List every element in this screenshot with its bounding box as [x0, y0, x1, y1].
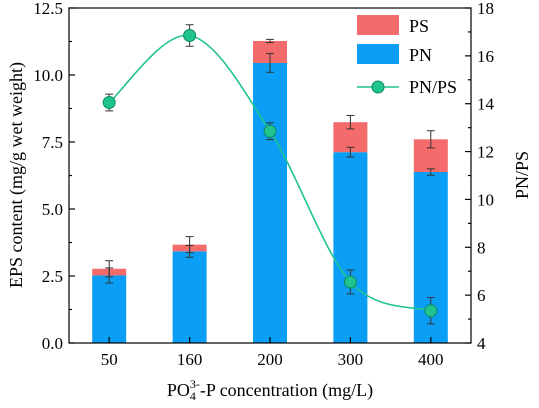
y-tick-label-10.0: 10.0: [33, 66, 63, 85]
x-axis-title-main: PO: [167, 380, 190, 400]
y2-tick-label-14: 14: [477, 95, 495, 114]
bar-ps-200: [253, 40, 287, 63]
x-axis-title: PO43--P concentration (mg/L): [167, 377, 373, 403]
tick-group: 0.0 2.5 5.0 7.5 10.0 12.5 4 6 8 10 12 14 16 18 50 160 20…: [33, 0, 494, 369]
ratio-point-200: [263, 124, 277, 138]
x-tick-label-50: 50: [101, 350, 118, 369]
bar-pn-300: [333, 152, 368, 343]
legend-label-ratio: PN/PS: [409, 77, 457, 97]
y2-axis-title: PN/PS: [512, 151, 532, 199]
y2-tick-label-12: 12: [477, 143, 494, 162]
legend-marker-ratio: [371, 80, 385, 94]
y2-tick-label-6: 6: [477, 286, 486, 305]
x-axis-title-sub: 4: [190, 389, 196, 403]
ratio-point-160: [183, 29, 197, 43]
y2-tick-label-8: 8: [477, 238, 486, 257]
legend: PS PN PN/PS: [357, 15, 457, 97]
x-axis-title-rest: -P concentration (mg/L): [200, 380, 373, 401]
y2-tick-label-4: 4: [477, 334, 486, 353]
x-axis-title-sup: 3-: [190, 377, 200, 391]
bar-pn-200: [253, 62, 287, 343]
bar-pn-50: [92, 275, 127, 343]
bar-pn-160: [172, 251, 207, 343]
legend-swatch-ps: [357, 15, 399, 35]
ratio-point-300: [343, 275, 357, 289]
y-tick-label-0.0: 0.0: [42, 334, 63, 353]
x-tick-label-160: 160: [177, 350, 203, 369]
legend-label-pn: PN: [409, 45, 432, 65]
y2-tick-label-10: 10: [477, 190, 494, 209]
legend-label-ps: PS: [409, 16, 429, 36]
y2-tick-label-18: 18: [477, 0, 494, 18]
x-tick-label-400: 400: [418, 350, 444, 369]
y-tick-label-12.5: 12.5: [33, 0, 63, 18]
y2-tick-label-16: 16: [477, 47, 494, 66]
ratio-line-group: [102, 29, 438, 318]
ratio-point-50: [102, 96, 116, 110]
x-tick-label-300: 300: [338, 350, 364, 369]
legend-swatch-pn: [357, 44, 399, 64]
ratio-point-400: [424, 304, 438, 318]
bar-group: [92, 40, 448, 343]
y-tick-label-5.0: 5.0: [42, 200, 63, 219]
y-axis-title: EPS content (mg/g wet weight): [6, 62, 27, 288]
x-tick-label-200: 200: [257, 350, 283, 369]
y-tick-label-2.5: 2.5: [42, 267, 63, 286]
y-tick-label-7.5: 7.5: [42, 133, 63, 152]
